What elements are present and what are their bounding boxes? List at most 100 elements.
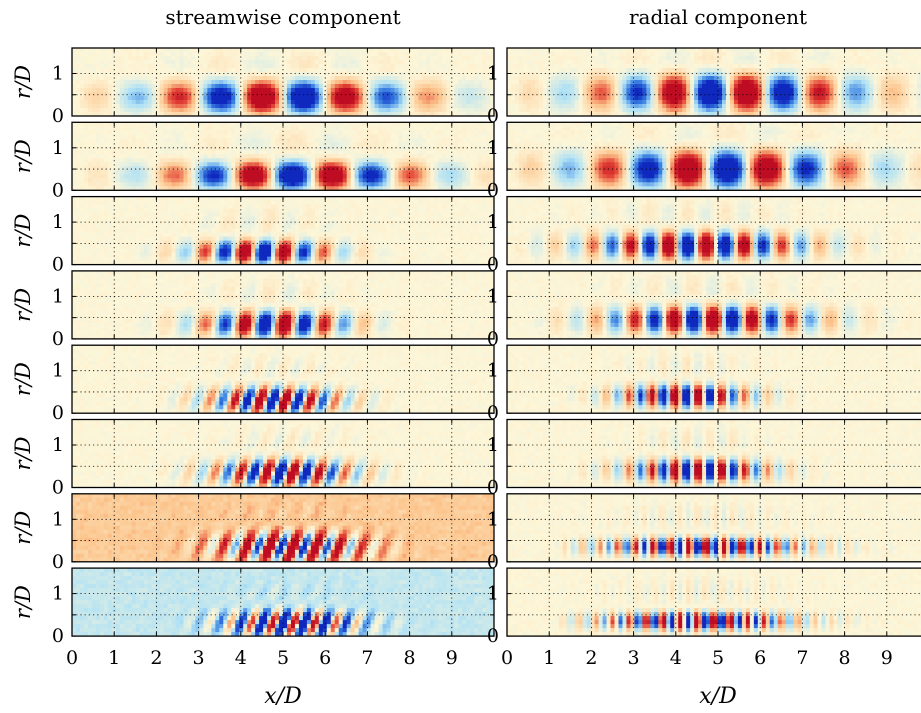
y-tick-label-1: 1 — [487, 211, 499, 233]
y-tick-label-1: 1 — [487, 583, 499, 605]
y-axis-label: r/D — [11, 362, 35, 396]
panel-frame — [71, 344, 495, 414]
panel-radial-5 — [506, 344, 921, 414]
panel-frame — [506, 270, 921, 340]
column-title-radial: radial component — [629, 5, 807, 29]
x-tick-label-0: 0 — [66, 647, 78, 669]
y-axis-label: r/D — [11, 139, 35, 173]
y-tick-label-1: 1 — [487, 434, 499, 456]
panel-frame — [71, 121, 495, 191]
panel-radial-8 — [506, 567, 921, 637]
x-tick-label-5: 5 — [277, 647, 289, 669]
y-tick-label-1: 1 — [52, 285, 64, 307]
y-tick-label-1: 1 — [487, 360, 499, 382]
y-tick-label-0: 0 — [52, 551, 64, 573]
x-axis-label-right: x/D — [699, 684, 737, 709]
panel-frame — [71, 195, 495, 266]
x-axis-label-left: x/D — [264, 684, 302, 709]
x-tick-label-4: 4 — [235, 647, 247, 669]
y-tick-label-1: 1 — [52, 211, 64, 233]
panel-field — [72, 493, 494, 562]
y-tick-label-0: 0 — [52, 328, 64, 350]
y-tick-label-0: 0 — [487, 254, 499, 276]
x-tick-label-0: 0 — [501, 647, 513, 669]
y-axis-labels: 0 1 r/D 0 1 0 1 r/D 0 1 0 1 r/D 0 1 0 1 r/D 0 1 0 1 r/D 0 1 0 1 r/D… — [11, 63, 499, 648]
x-tick-label-2: 2 — [585, 647, 597, 669]
panel-field — [507, 48, 921, 116]
x-tick-label-2: 2 — [150, 647, 162, 669]
panel-radial-4 — [506, 270, 921, 340]
panel-field — [72, 122, 494, 191]
x-tick-label-6: 6 — [754, 647, 766, 669]
x-tick-label-3: 3 — [193, 647, 205, 669]
panel-streamwise-8 — [71, 567, 495, 637]
y-tick-label-1: 1 — [52, 583, 64, 605]
panel-frame — [506, 195, 921, 266]
y-tick-label-1: 1 — [487, 137, 499, 159]
y-tick-label-0: 0 — [487, 551, 499, 573]
panel-field — [507, 419, 921, 488]
panel-radial-1 — [506, 47, 921, 117]
y-axis-label: r/D — [11, 288, 35, 322]
panel-field — [72, 419, 494, 488]
panel-streamwise-3 — [71, 195, 495, 266]
panel-streamwise-2 — [71, 121, 495, 191]
panel-frame — [71, 47, 495, 117]
y-axis-label: r/D — [11, 436, 35, 470]
panel-field — [72, 270, 494, 339]
y-tick-label-0: 0 — [52, 402, 64, 424]
panel-streamwise-1 — [71, 47, 495, 117]
x-tick-label-7: 7 — [796, 647, 808, 669]
y-tick-label-0: 0 — [52, 477, 64, 499]
y-tick-label-0: 0 — [52, 625, 64, 647]
panel-field — [507, 196, 921, 265]
panel-field — [507, 270, 921, 339]
panel-field — [72, 48, 494, 116]
panel-field — [72, 568, 494, 637]
x-tick-label-4: 4 — [670, 647, 682, 669]
y-tick-label-0: 0 — [487, 105, 499, 127]
x-tick-label-1: 1 — [108, 647, 120, 669]
x-tick-label-9: 9 — [881, 647, 893, 669]
y-axis-label: r/D — [11, 511, 35, 545]
y-axis-label: r/D — [11, 585, 35, 619]
x-tick-label-8: 8 — [404, 647, 416, 669]
panel-streamwise-5 — [71, 344, 495, 414]
x-tick-label-7: 7 — [361, 647, 373, 669]
panel-field — [507, 122, 921, 191]
x-tick-label-8: 8 — [839, 647, 851, 669]
x-tick-label-5: 5 — [712, 647, 724, 669]
panel-frame — [506, 418, 921, 489]
x-tick-label-9: 9 — [446, 647, 458, 669]
y-tick-label-0: 0 — [52, 105, 64, 127]
panels-group — [71, 47, 921, 637]
y-tick-label-0: 0 — [487, 402, 499, 424]
panel-frame — [71, 567, 495, 637]
y-tick-label-1: 1 — [52, 63, 64, 85]
y-tick-label-1: 1 — [52, 434, 64, 456]
panel-radial-2 — [506, 121, 921, 191]
y-tick-label-1: 1 — [52, 508, 64, 530]
panel-radial-3 — [506, 195, 921, 266]
y-tick-label-0: 0 — [487, 477, 499, 499]
panel-frame — [71, 270, 495, 340]
y-tick-label-0: 0 — [487, 625, 499, 647]
x-tick-label-1: 1 — [543, 647, 555, 669]
panel-frame — [506, 493, 921, 563]
x-axis-labels: 0 1 2 3 4 5 6 7 8 9 0 1 2 3 4 5 6 7 8 9 — [66, 647, 893, 669]
y-tick-label-0: 0 — [52, 254, 64, 276]
panel-field — [507, 493, 921, 562]
panel-frame — [506, 344, 921, 414]
panel-streamwise-4 — [71, 270, 495, 340]
y-tick-label-1: 1 — [487, 508, 499, 530]
panel-frame — [71, 418, 495, 489]
y-axis-label: r/D — [11, 65, 35, 99]
y-tick-label-1: 1 — [52, 137, 64, 159]
panel-frame — [71, 493, 495, 563]
panel-field — [507, 568, 921, 637]
panel-streamwise-6 — [71, 418, 495, 489]
y-tick-label-0: 0 — [487, 328, 499, 350]
x-tick-label-3: 3 — [628, 647, 640, 669]
column-title-streamwise: streamwise component — [165, 5, 400, 29]
